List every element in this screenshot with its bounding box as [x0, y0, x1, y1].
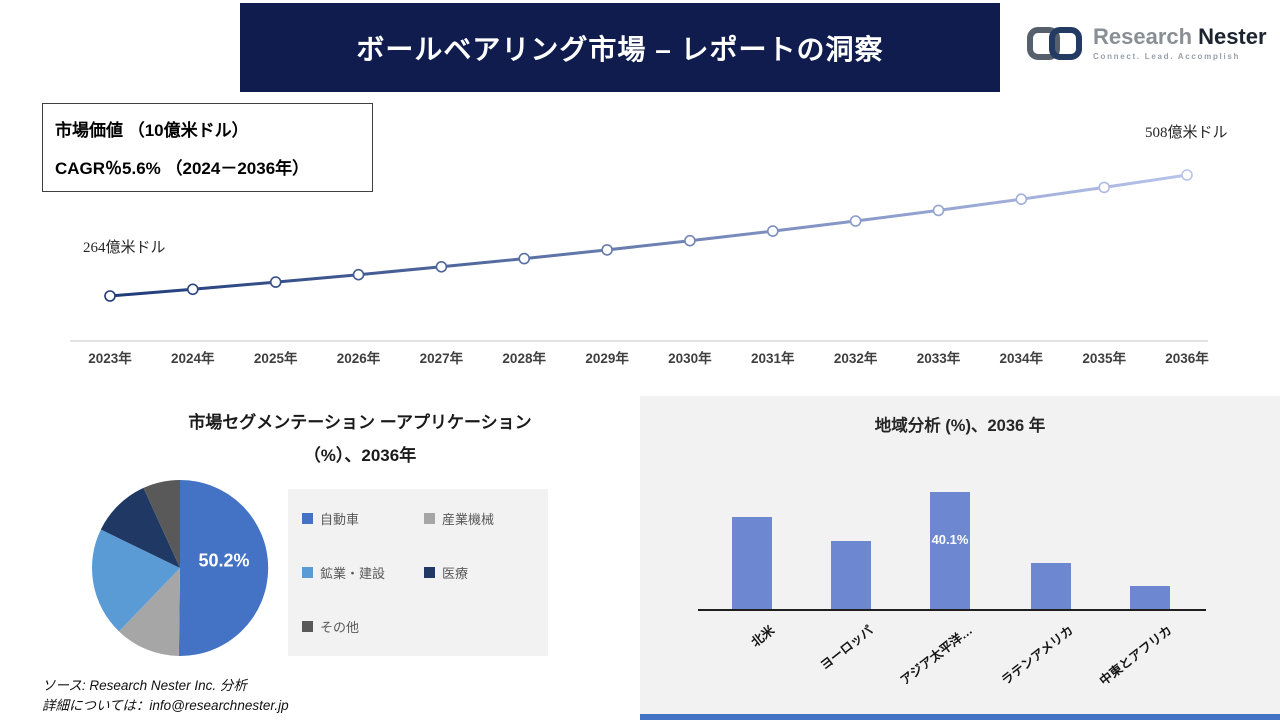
- data-point-marker: [601, 244, 613, 256]
- legend-swatch: [424, 567, 435, 578]
- region-bar: [1031, 563, 1071, 609]
- x-axis-year-label: 2036年: [1165, 350, 1209, 366]
- pie-data-label: 50.2%: [198, 550, 249, 570]
- bar-x-axis-line: [698, 609, 1206, 611]
- bar-category-label: ラテンアメリカ: [998, 623, 1077, 688]
- x-axis-year-label: 2027年: [420, 350, 464, 366]
- bar-chart-title: 地域分析 (%)、2036 年: [874, 417, 1046, 435]
- contact-note: 詳細については：info@researchnester.jp: [42, 697, 289, 713]
- data-point-marker: [684, 234, 696, 247]
- x-axis-year-label: 2024年: [171, 350, 215, 366]
- pie-plot-area: 50.2%: [91, 479, 269, 656]
- pie-legend: 自動車 産業機械 鉱業・建設 医療 その他: [288, 489, 548, 656]
- start-value-label: 264億米ドル: [83, 239, 166, 256]
- legend-item-others: その他: [302, 617, 424, 636]
- legend-item-industrial-machinery: 産業機械: [424, 509, 548, 528]
- data-point-marker: [104, 290, 116, 302]
- bar-category-label: 中東とアフリカ: [1097, 623, 1176, 689]
- data-point-marker: [932, 204, 945, 217]
- legend-label: 医療: [442, 566, 469, 581]
- data-point-marker: [435, 261, 448, 273]
- data-point-marker: [187, 283, 199, 296]
- logo-tagline: Connect. Lead. Accomplish: [1093, 52, 1241, 61]
- pie-title-line2: （%）、2036年: [303, 446, 417, 465]
- data-point-marker: [766, 225, 779, 237]
- pie-slice: [100, 487, 180, 568]
- region-bar: [1130, 586, 1170, 609]
- legend-swatch: [302, 513, 313, 524]
- x-axis-year-label: 2028年: [502, 350, 546, 366]
- x-axis-year-label: 2029年: [585, 350, 629, 366]
- legend-label: その他: [320, 620, 360, 635]
- header-banner: ボールベアリング市場 – レポートの洞察: [240, 3, 1000, 92]
- region-bar: [930, 492, 970, 609]
- x-axis-year-label: 2034年: [1000, 350, 1044, 366]
- data-point-marker: [1181, 169, 1193, 181]
- bar-category-label: アジア太平洋…: [897, 623, 976, 688]
- pie-title-line1: 市場セグメンテーション ーアプリケーション: [188, 413, 532, 432]
- legend-label: 産業機械: [442, 512, 495, 527]
- bar-data-label: 40.1%: [931, 532, 969, 547]
- pie-chart-title: 市場セグメンテーション ーアプリケーション （%）、2036年: [60, 410, 660, 469]
- cagr-label: CAGR％5.6% （2024－2036年）: [55, 158, 310, 178]
- regional-analysis-panel: 地域分析 (%)、2036 年 北米 ヨーロッパ アジア太平洋… ラテンアメリカ 中東と…: [640, 396, 1280, 714]
- legend-label: 鉱業・建設: [320, 566, 386, 581]
- region-bar: [732, 517, 772, 609]
- x-axis-year-label: 2023年: [88, 350, 132, 366]
- logo-brand-name: Research Nester: [1093, 25, 1267, 49]
- footer: ソース: Research Nester Inc. 分析 詳細については：inf…: [42, 676, 289, 715]
- data-point-marker: [518, 252, 531, 265]
- pie-slice: [118, 568, 180, 656]
- data-point-marker: [849, 215, 862, 227]
- x-axis-year-label: 2031年: [751, 350, 795, 366]
- logo-word-research: Research: [1093, 24, 1193, 49]
- bar-category-label: 北米: [748, 623, 778, 650]
- bar-category-label: ヨーロッパ: [818, 623, 877, 673]
- market-value-label: 市場価値 （10億米ドル）: [55, 121, 249, 141]
- data-point-marker: [1015, 193, 1028, 205]
- legend-label: 自動車: [320, 512, 360, 527]
- logo-text: Research Nester Connect. Lead. Accomplish: [1093, 25, 1267, 62]
- pie-slice: [143, 480, 180, 568]
- market-forecast-line-chart: 264億米ドル 508億米ドル 2023年 2024年 2025年 2026年 2027…: [70, 124, 1228, 366]
- legend-item-automotive: 自動車: [302, 509, 424, 528]
- legend-swatch: [302, 567, 313, 578]
- data-point-marker: [1098, 181, 1110, 194]
- logo-word-nester: Nester: [1198, 24, 1267, 49]
- trend-line: [109, 173, 1188, 298]
- end-value-label: 508億米ドル: [1145, 124, 1228, 141]
- x-axis-year-label: 2030年: [668, 350, 712, 366]
- x-axis-year-label: 2033年: [917, 350, 961, 366]
- chain-links-logo-icon: [1027, 27, 1082, 60]
- legend-item-medical: 医療: [424, 563, 548, 582]
- data-point-marker: [269, 276, 282, 288]
- bottom-accent-strip: [640, 714, 1280, 720]
- legend-swatch: [424, 513, 435, 524]
- line-plot-area: 2023年 2024年 2025年 2026年 2027年 2028年 2029年 2030年…: [88, 169, 1209, 366]
- report-title: ボールベアリング市場 – レポートの洞察: [356, 33, 884, 65]
- market-value-box: 市場価値 （10億米ドル） CAGR％5.6% （2024－2036年）: [42, 103, 373, 192]
- data-point-marker: [352, 268, 365, 281]
- x-axis-year-label: 2025年: [254, 350, 298, 366]
- application-segmentation-pie-chart: 50.2%: [91, 479, 269, 656]
- pie-slice: [91, 529, 180, 632]
- pie-slice: [178, 479, 269, 656]
- source-note: ソース: Research Nester Inc. 分析: [42, 678, 247, 693]
- x-axis-year-label: 2035年: [1082, 350, 1126, 366]
- legend-swatch: [302, 621, 313, 632]
- x-axis-year-label: 2032年: [834, 350, 878, 366]
- region-bar: [831, 541, 871, 609]
- research-nester-logo: Research Nester Connect. Lead. Accomplish: [1026, 20, 1267, 66]
- x-axis-year-label: 2026年: [337, 350, 381, 366]
- legend-item-mining-construction: 鉱業・建設: [302, 563, 424, 582]
